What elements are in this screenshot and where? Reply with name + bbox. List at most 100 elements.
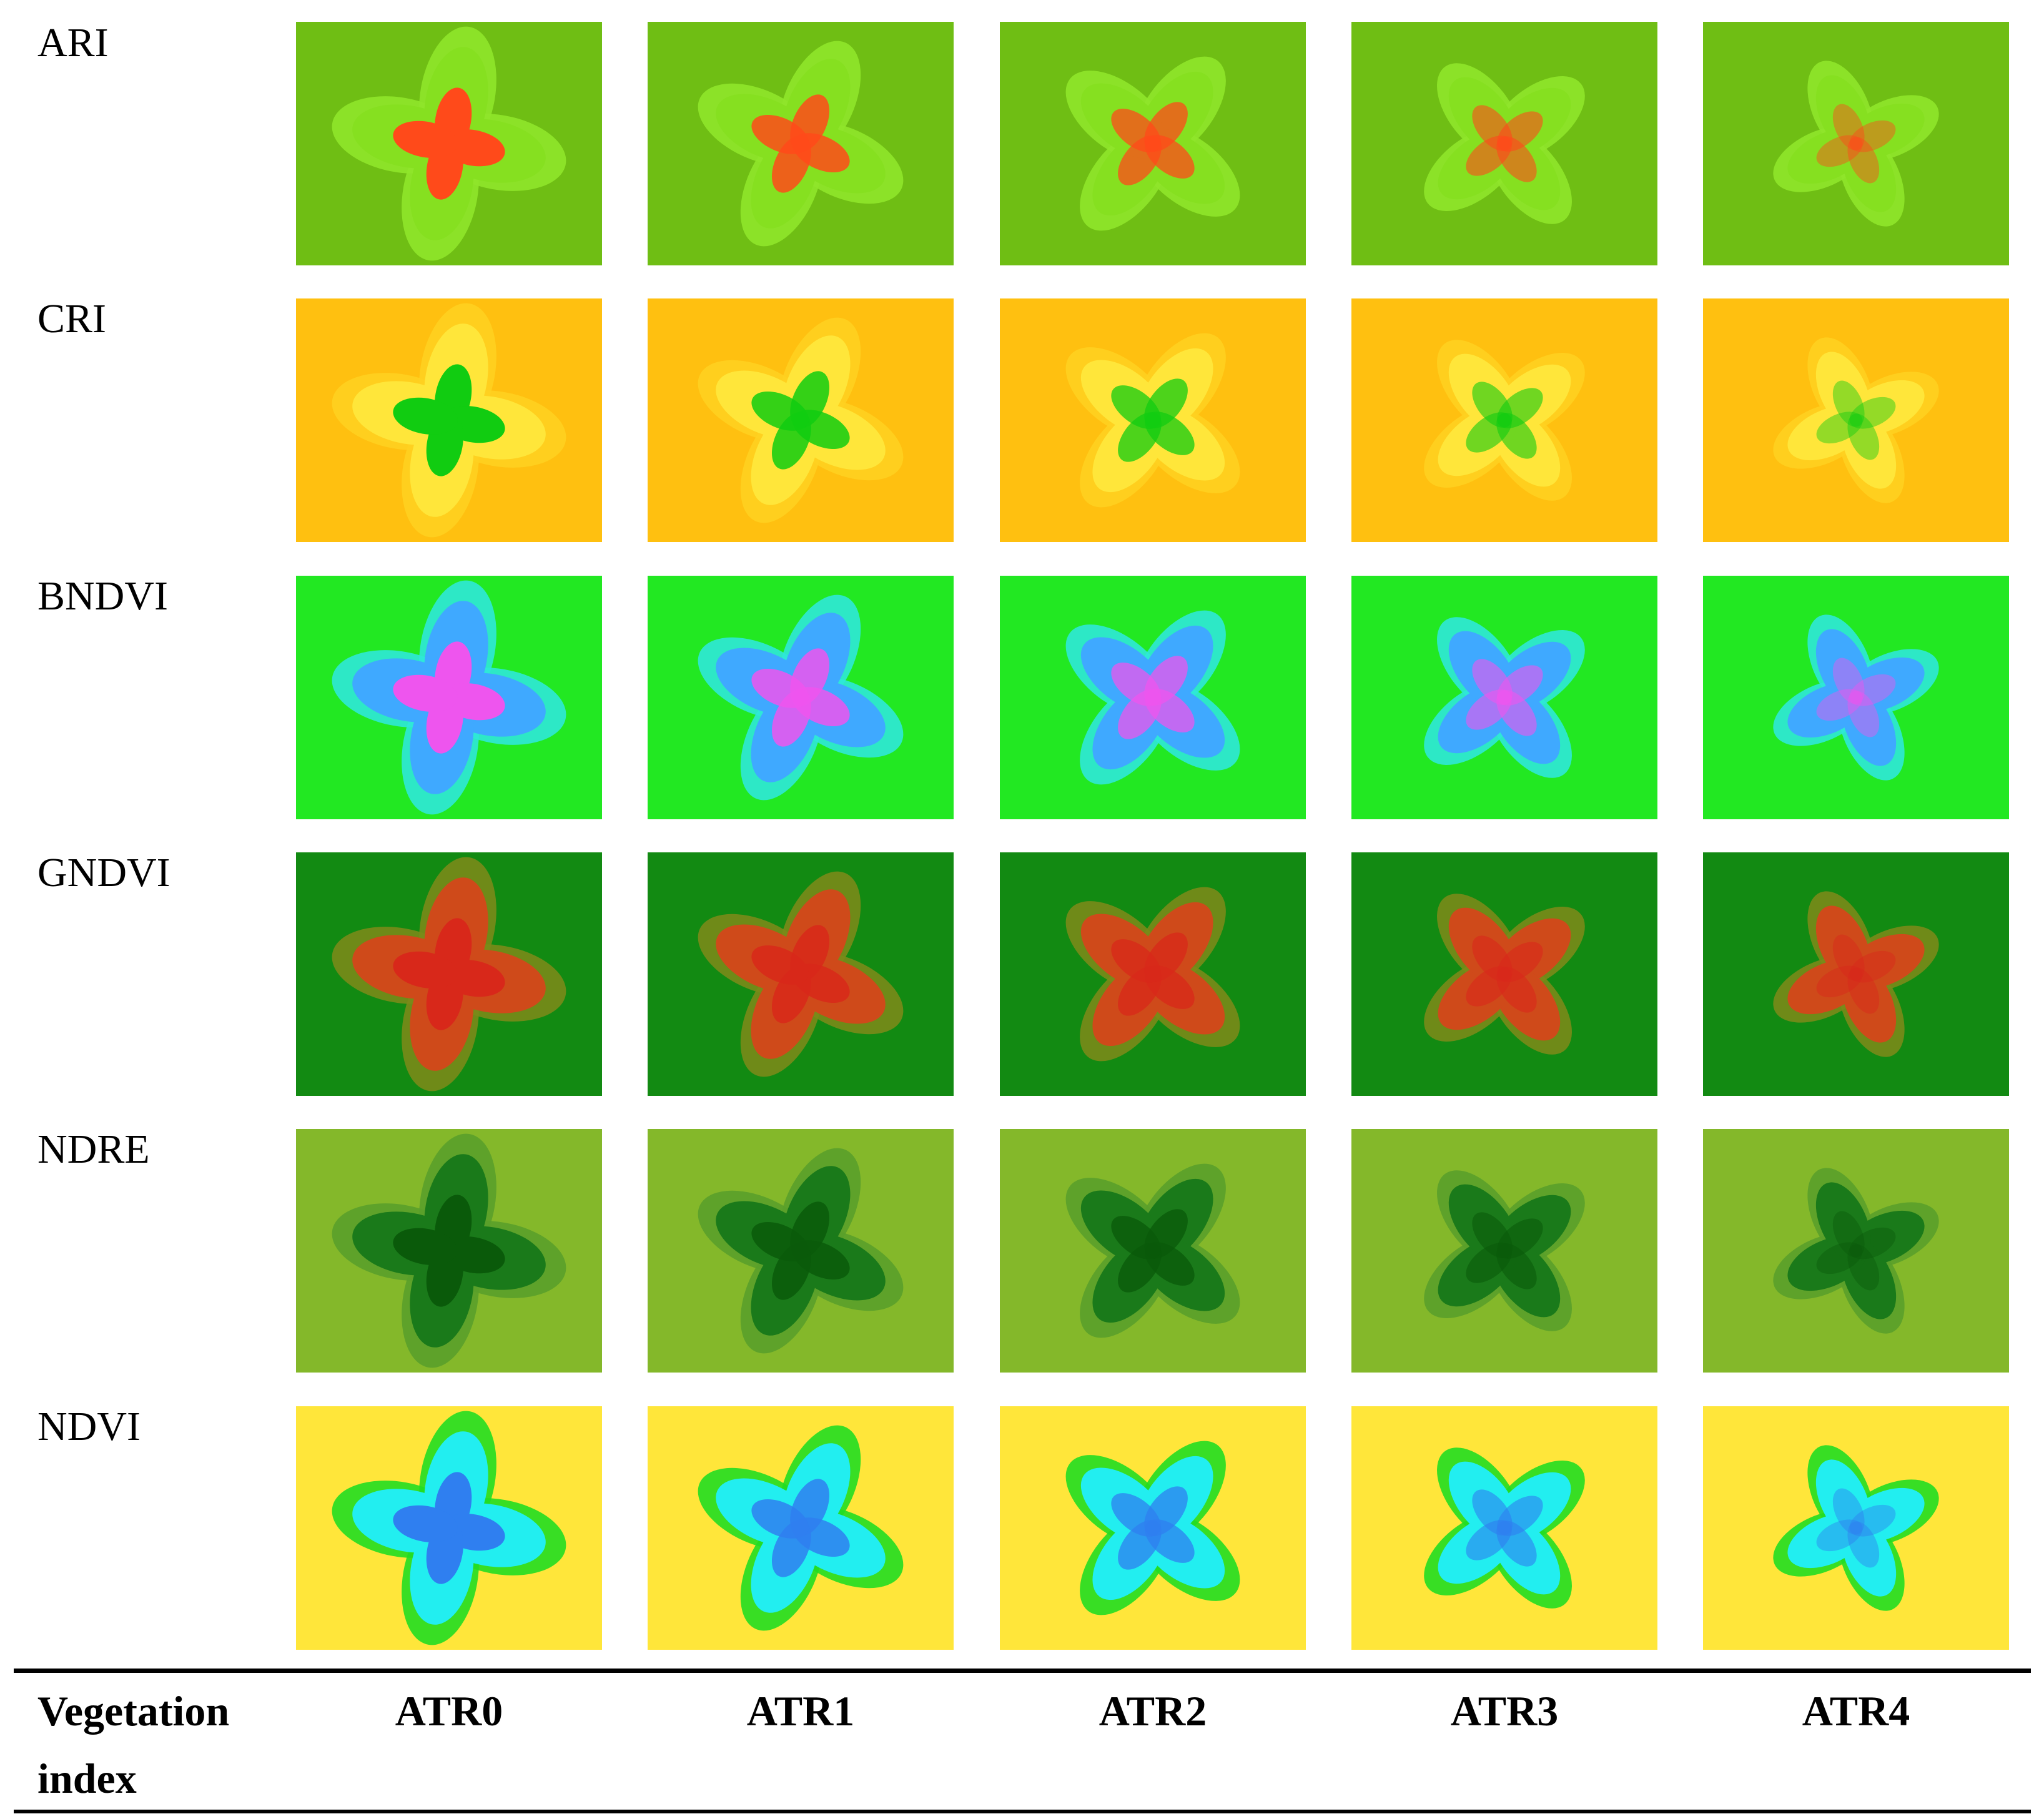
leaf-lobe [1816,412,1863,444]
header-atr3: ATR3 [1450,1687,1559,1735]
leaf-lobe [1832,380,1865,427]
tile-gndvi-atr4 [1703,852,2009,1096]
leaf-lobe [393,1228,458,1265]
row-label-bndvi: BNDVI [37,573,168,619]
tile-ndre-atr1 [648,1129,954,1373]
leaf-lobe [751,1221,809,1261]
tile-cri-atr0 [296,298,602,542]
leaf-lobe [393,674,458,712]
leaf-lobe [1815,1182,1871,1263]
leaf-lobe [1816,965,1863,998]
leaf-lobe [1815,352,1871,432]
leaf-lobe [1472,1489,1513,1536]
leaf-lobe [1111,109,1161,152]
leaf-lobe [1849,120,1896,152]
tile-ndvi-atr4 [1703,1406,2009,1650]
tile-cri-atr4 [1703,298,2009,542]
tile-ari-atr4 [1703,22,2009,265]
leaf-lobe [1849,1504,1896,1537]
leaf-lobe [751,1499,809,1539]
leaf-lobe [751,945,809,985]
tile-ndvi-atr1 [648,1406,954,1650]
leaf-lobe [393,951,458,988]
header-atr0: ATR0 [395,1687,503,1735]
leaf-lobe [1832,1211,1865,1258]
tile-ari-atr0 [296,22,602,265]
leaf-lobe [1832,104,1865,150]
row-label-ndre: NDRE [37,1126,150,1172]
leaf-lobe [1111,385,1161,429]
leaf-lobe [393,397,458,435]
row-label-gndvi: GNDVI [37,850,170,895]
leaf-lobe [751,391,809,431]
tile-gndvi-atr2 [1000,852,1306,1096]
tile-bndvi-atr2 [1000,576,1306,819]
tile-bndvi-atr3 [1351,576,1657,819]
leaf-lobe [1816,135,1863,167]
tile-bndvi-atr1 [648,576,954,819]
tile-ari-atr3 [1351,22,1657,265]
tile-ndre-atr2 [1000,1129,1306,1373]
tile-cri-atr3 [1351,298,1657,542]
leaf-lobe [1816,1242,1863,1274]
tile-ari-atr2 [1000,22,1306,265]
table-top-rule [14,1669,2031,1673]
leaf-lobe [1849,1227,1896,1259]
tile-ndvi-atr2 [1000,1406,1306,1650]
tile-ari-atr1 [648,22,954,265]
leaf-lobe [1472,935,1513,982]
table-bottom-rule [14,1810,2031,1813]
tile-gndvi-atr3 [1351,852,1657,1096]
tile-ndre-atr0 [296,1129,602,1373]
tile-ndre-atr4 [1703,1129,2009,1373]
leaf-lobe [1847,413,1880,460]
row-label-cri: CRI [37,296,107,342]
leaf-lobe [1111,1216,1161,1259]
leaf-lobe [751,668,809,708]
tile-cri-atr1 [648,298,954,542]
leaf-lobe [1816,1519,1863,1552]
tile-bndvi-atr4 [1703,576,2009,819]
leaf-lobe [1472,105,1513,151]
leaf-lobe [1472,1212,1513,1258]
tile-gndvi-atr1 [648,852,954,1096]
row-label-ndvi: NDVI [37,1404,141,1449]
tile-ndvi-atr3 [1351,1406,1657,1650]
leaf-lobe [1472,382,1513,428]
tile-gndvi-atr0 [296,852,602,1096]
leaf-lobe [1815,1459,1871,1540]
leaf-lobe [1832,1488,1865,1535]
tile-ndvi-atr0 [296,1406,602,1650]
leaf-lobe [1472,659,1513,705]
tile-cri-atr2 [1000,298,1306,542]
tile-ndre-atr3 [1351,1129,1657,1373]
tile-bndvi-atr0 [296,576,602,819]
header-first-line1: Vegetation [37,1687,230,1735]
leaf-lobe [1847,1244,1880,1291]
leaf-lobe [1847,1521,1880,1568]
leaf-lobe [1816,689,1863,721]
leaf-lobe [1815,629,1871,709]
header-atr2: ATR2 [1099,1687,1207,1735]
leaf-lobe [1832,934,1865,981]
header-atr1: ATR1 [746,1687,855,1735]
leaf-lobe [1849,397,1896,429]
leaf-lobe [751,114,809,154]
leaf-lobe [1847,691,1880,737]
leaf-lobe [1832,658,1865,704]
leaf-lobe [1849,950,1896,983]
leaf-lobe [1815,905,1871,986]
header-atr4: ATR4 [1802,1687,1910,1735]
leaf-lobe [393,121,458,158]
leaf-lobe [1111,1493,1161,1537]
leaf-lobe [1111,663,1161,706]
row-label-ari: ARI [37,20,109,66]
leaf-lobe [1815,75,1871,155]
leaf-lobe [1849,674,1896,706]
header-vegetation-index: Vegetation index [37,1677,229,1812]
leaf-lobe [393,1505,458,1542]
leaf-lobe [1847,967,1880,1014]
header-first-line2: index [37,1755,137,1802]
leaf-lobe [1111,939,1161,983]
leaf-lobe [1847,137,1880,184]
